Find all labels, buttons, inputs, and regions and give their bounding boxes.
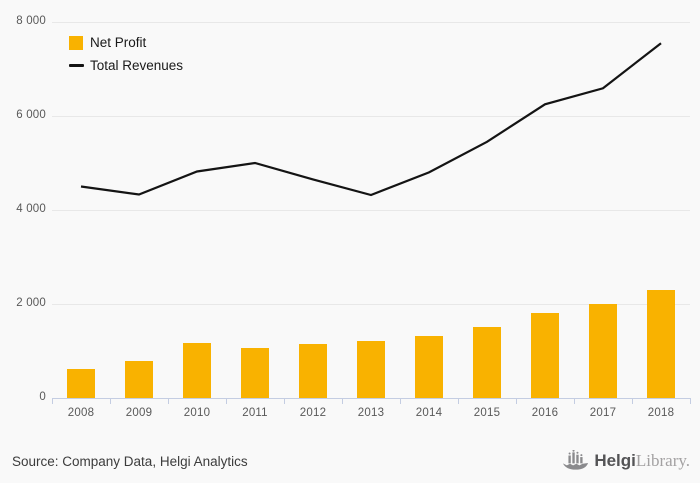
x-tick-label: 2015 (473, 407, 501, 419)
net-profit-bar-2015 (473, 327, 501, 398)
helgi-library-logo: HelgiLibrary. (562, 450, 690, 472)
x-tick-mark (52, 398, 53, 404)
legend-item-total-revenues: Total Revenues (69, 54, 183, 77)
x-tick-label: 2011 (242, 407, 268, 419)
x-tick-mark (110, 398, 111, 404)
net-profit-bar-2012 (299, 343, 327, 398)
net-profit-bar-2009 (125, 360, 153, 398)
x-tick-label: 2012 (299, 407, 327, 419)
legend: Net Profit Total Revenues (69, 31, 183, 77)
helgi-ship-icon (562, 450, 589, 472)
logo-library: Library. (635, 451, 690, 470)
y-gridline (52, 116, 690, 117)
x-tick-mark (574, 398, 575, 404)
y-tick-label: 8 000 (16, 15, 46, 27)
x-tick-label: 2018 (647, 407, 675, 419)
x-tick-mark (168, 398, 169, 404)
y-tick-label: 0 (39, 391, 46, 403)
x-tick-mark (342, 398, 343, 404)
x-tick-label: 2017 (589, 407, 617, 419)
x-tick-label: 2016 (531, 407, 559, 419)
net-profit-bar-2008 (67, 368, 95, 398)
y-gridline (52, 210, 690, 211)
legend-label-total-revenues: Total Revenues (90, 58, 184, 73)
legend-label-net-profit: Net Profit (90, 35, 147, 50)
net-profit-bar-2016 (531, 313, 559, 398)
net-profit-swatch-icon (69, 35, 83, 50)
y-tick-label: 2 000 (16, 297, 46, 309)
x-tick-label: 2013 (357, 407, 385, 419)
total-revenues-line (80, 42, 662, 197)
x-tick-mark (284, 398, 285, 404)
net-profit-bar-2018 (647, 289, 675, 398)
net-profit-bar-2013 (357, 341, 385, 398)
net-profit-bar-2014 (415, 336, 443, 398)
net-profit-bar-2010 (183, 343, 211, 398)
y-tick-label: 6 000 (16, 109, 46, 121)
x-tick-mark (516, 398, 517, 404)
logo-wordmark: HelgiLibrary. (594, 451, 690, 471)
x-tick-mark (400, 398, 401, 404)
x-tick-label: 2008 (67, 407, 95, 419)
y-gridline (52, 304, 690, 305)
x-axis-line (52, 398, 690, 399)
y-gridline (52, 22, 690, 23)
footer: Source: Company Data, Helgi Analytics (0, 443, 700, 479)
x-tick-label: 2014 (415, 407, 443, 419)
net-profit-bar-2017 (589, 304, 617, 398)
net-profit-bar-2011 (241, 347, 269, 398)
source-note: Source: Company Data, Helgi Analytics (12, 453, 248, 469)
x-tick-mark (632, 398, 633, 404)
logo-helgi: Helgi (594, 451, 636, 470)
x-tick-mark (226, 398, 227, 404)
legend-item-net-profit: Net Profit (69, 31, 183, 54)
total-revenues-line-swatch-icon (69, 64, 84, 67)
x-tick-label: 2009 (125, 407, 153, 419)
x-tick-mark (690, 398, 691, 404)
x-tick-mark (458, 398, 459, 404)
y-tick-label: 4 000 (16, 203, 46, 215)
x-tick-label: 2010 (183, 407, 211, 419)
plot-area: 0 2 000 4 000 6 000 8 000 2008 2009 2010 2011 201… (16, 15, 691, 419)
